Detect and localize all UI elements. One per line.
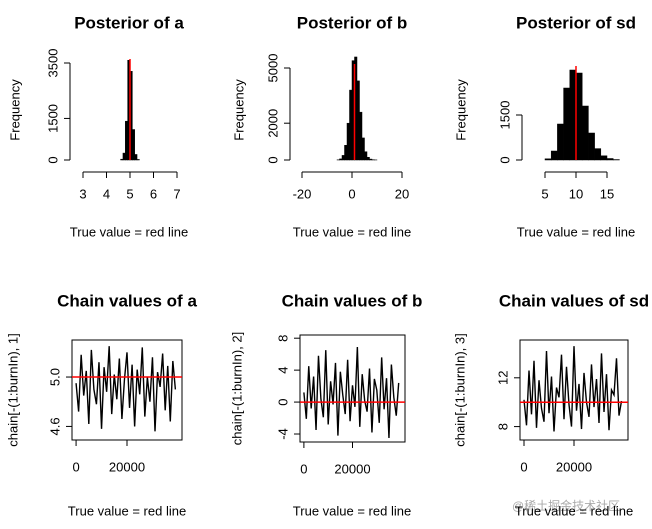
x-tick-label: 0 — [300, 461, 307, 476]
x-axis-label: True value = red line — [68, 503, 186, 518]
x-tick-label: 0 — [72, 459, 79, 474]
histogram-bar — [339, 158, 343, 161]
y-tick-label: 1500 — [497, 101, 512, 130]
histogram-bar — [364, 151, 368, 161]
histogram-bar — [132, 129, 135, 161]
y-axis-label: chain[-(1:burnIn), 2] — [229, 332, 244, 445]
histogram-bar — [594, 148, 602, 161]
x-tick-label: 4 — [103, 186, 110, 201]
y-axis-label: Frequency — [7, 79, 22, 141]
y-tick-label: 0 — [265, 156, 280, 163]
histogram-bar — [369, 158, 373, 161]
trace-line — [303, 346, 400, 439]
y-tick-label: 4 — [275, 367, 290, 374]
histogram-bar — [125, 120, 128, 161]
y-axis-label: chain[-(1:burnIn), 3] — [452, 333, 467, 446]
histogram-bar — [356, 80, 360, 161]
watermark: @稀土掘金技术社区 — [512, 498, 620, 513]
x-tick-label: 5 — [541, 186, 548, 201]
histogram-bar — [569, 69, 577, 161]
y-tick-label: 2000 — [265, 109, 280, 138]
histogram-bar — [606, 158, 614, 161]
histogram-bar — [557, 123, 564, 161]
histogram-bar — [344, 145, 348, 161]
x-tick-label: 20000 — [334, 461, 370, 476]
y-axis-label: Frequency — [231, 79, 246, 141]
histogram-bar — [563, 87, 571, 161]
histogram-bar — [550, 150, 558, 161]
x-tick-label: 6 — [150, 186, 157, 201]
y-tick-label: 0 — [497, 156, 512, 163]
y-tick-label: 5.0 — [47, 368, 62, 386]
y-tick-label: 12 — [495, 371, 510, 385]
x-axis-label: True value = red line — [515, 503, 633, 518]
histogram-bar — [349, 89, 353, 161]
x-tick-label: 20 — [395, 186, 409, 201]
chart-title: Posterior of b — [297, 13, 408, 32]
histogram-bar — [122, 152, 126, 161]
chart-title: Posterior of a — [74, 13, 184, 32]
histogram-bar — [136, 159, 140, 161]
y-axis-label: chain[-(1:burnIn), 1] — [5, 333, 20, 446]
histogram-bar — [581, 105, 589, 161]
trace-line — [523, 346, 623, 432]
histogram-bar — [346, 122, 350, 161]
y-tick-label: 5000 — [265, 54, 280, 83]
histogram-bar — [134, 154, 138, 161]
y-tick-label: 4.6 — [47, 417, 62, 435]
x-tick-label: 20000 — [109, 459, 145, 474]
y-tick-label: -4 — [275, 428, 290, 440]
x-axis-label: True value = red line — [70, 224, 188, 239]
x-tick-label: 5 — [126, 186, 133, 201]
x-tick-label: -20 — [293, 186, 312, 201]
x-tick-label: 20000 — [556, 459, 592, 474]
chart-title: Chain values of b — [282, 291, 423, 310]
x-tick-label: 15 — [600, 186, 614, 201]
x-tick-label: 0 — [520, 459, 527, 474]
y-tick-label: 1500 — [45, 104, 60, 133]
chart-title: Chain values of a — [57, 291, 197, 310]
x-tick-label: 0 — [348, 186, 355, 201]
y-tick-label: 8 — [275, 335, 290, 342]
trace-line — [75, 346, 177, 432]
x-axis-label: True value = red line — [293, 224, 411, 239]
y-tick-label: 0 — [275, 398, 290, 405]
chart-title: Chain values of sd — [499, 291, 649, 310]
histogram-bar — [544, 158, 552, 161]
histogram-bar — [120, 158, 124, 161]
histogram-bar — [341, 155, 345, 161]
x-tick-label: 10 — [569, 186, 583, 201]
histogram-bar — [600, 155, 608, 161]
histogram-bar — [588, 132, 595, 161]
histogram-bar — [361, 137, 365, 161]
x-tick-label: 7 — [173, 186, 180, 201]
y-tick-label: 0 — [45, 156, 60, 163]
y-tick-label: 8 — [495, 423, 510, 430]
y-tick-label: 3500 — [45, 49, 60, 78]
histogram-bar — [366, 156, 370, 161]
histogram-bar — [359, 111, 363, 161]
x-axis-label: True value = red line — [293, 503, 411, 518]
chart-title: Posterior of sd — [516, 13, 636, 32]
histogram-bar — [575, 72, 583, 161]
x-axis-label: True value = red line — [517, 224, 635, 239]
y-axis-label: Frequency — [453, 79, 468, 141]
x-tick-label: 3 — [79, 186, 86, 201]
